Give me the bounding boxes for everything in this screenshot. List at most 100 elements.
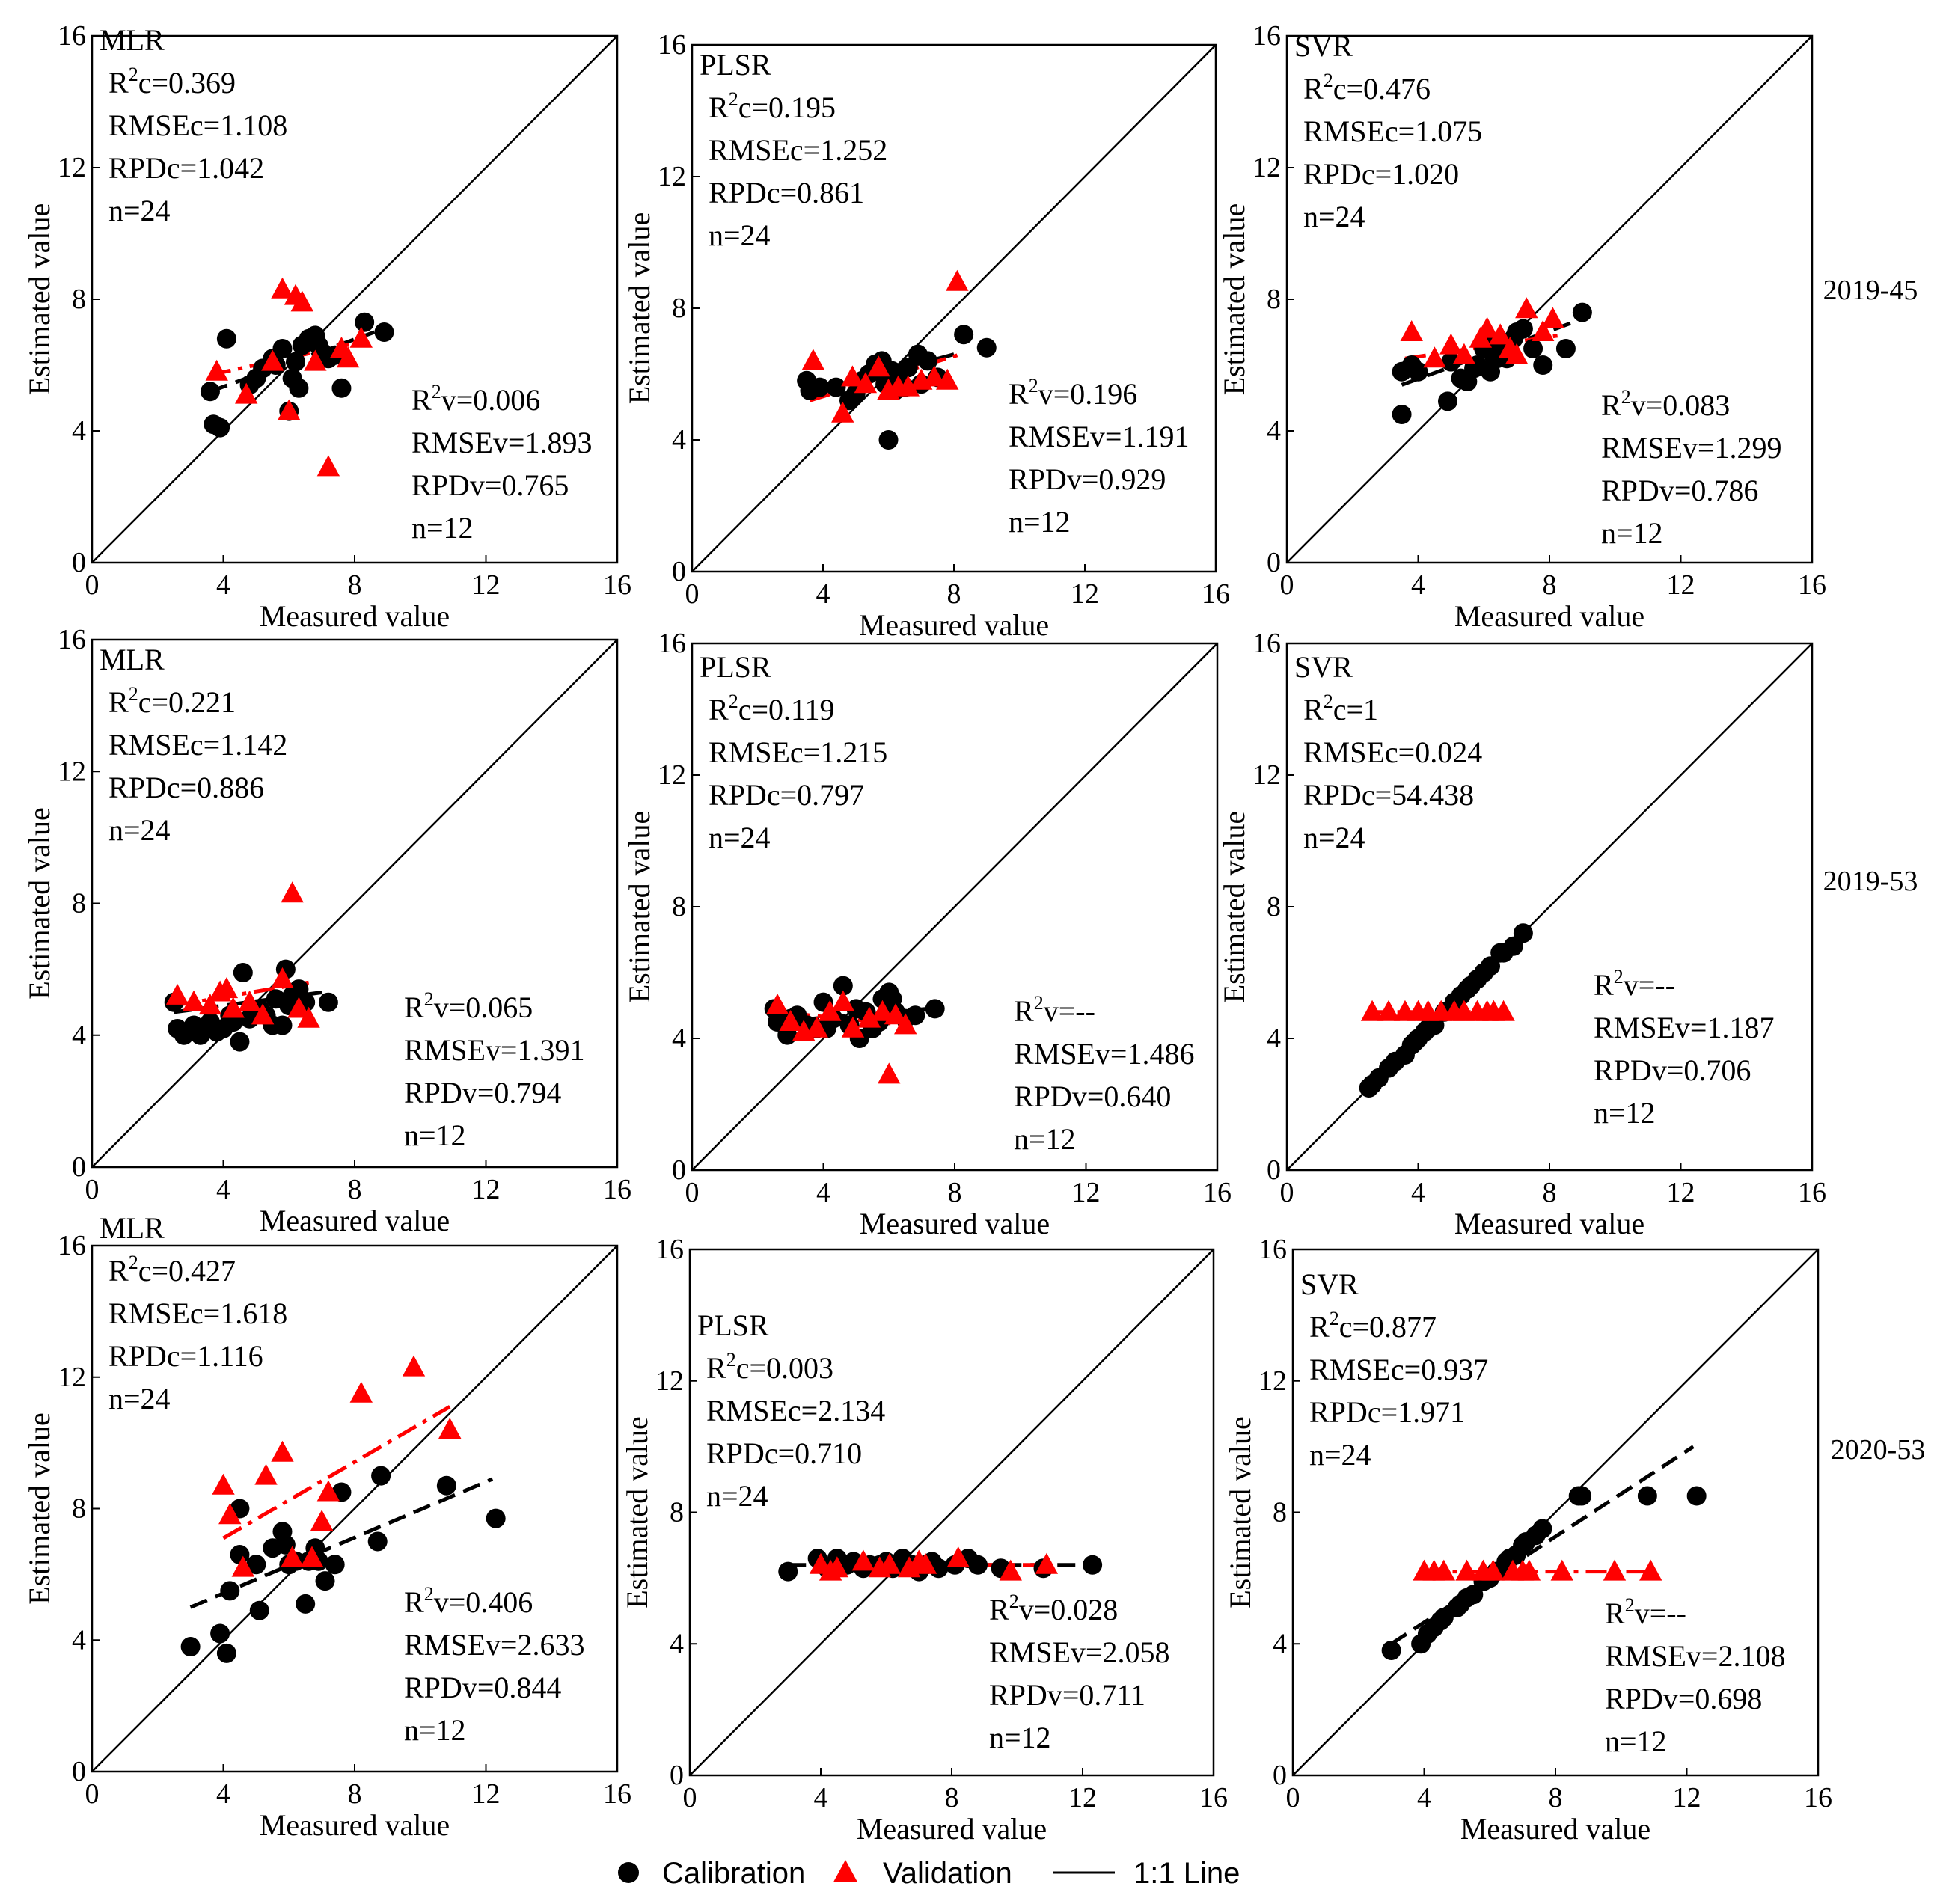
validation-point [1400, 320, 1423, 341]
validation-point [878, 1552, 902, 1574]
panel-p22: 00 4 4 8 8 12 12 16 16 Measured value Estimated va… [622, 628, 1232, 1240]
x-tick-label: 4 [216, 569, 230, 601]
x-tick-label: 8 [348, 1174, 362, 1205]
x-tick-label: 16 [1199, 1782, 1228, 1813]
x-tick-label: 0 [1280, 569, 1294, 601]
x-axis-label: Measured value [260, 1808, 450, 1842]
y-tick-label: 4 [72, 1624, 86, 1656]
calibration-point [249, 1600, 269, 1620]
calibration-point [976, 337, 997, 358]
rpdv-stat: RPDv=0.786 [1601, 474, 1758, 507]
calibration-point [826, 377, 846, 397]
model-name: MLR [100, 23, 165, 57]
y-tick-label: 12 [658, 759, 686, 791]
rpdc-stat: RPDc=0.861 [709, 176, 864, 209]
rpdc-stat: RPDc=0.797 [709, 778, 864, 812]
legend-calibration-label: Calibration [662, 1857, 805, 1890]
calibration-point [1457, 1588, 1477, 1608]
model-name: MLR [100, 1211, 165, 1245]
nv-stat: n=12 [1009, 505, 1071, 539]
validation-point [923, 365, 946, 387]
r2v-stat: R2v=0.083 [1601, 386, 1730, 422]
calibration-point [296, 1594, 316, 1614]
calibration-point [246, 1555, 266, 1575]
x-axis-label: Measured value [1454, 1207, 1644, 1240]
validation-point [841, 1016, 865, 1038]
validation-point [1517, 1559, 1541, 1581]
validation-point [841, 365, 864, 387]
calibration-point [1523, 339, 1543, 358]
y-tick-label: 0 [672, 1154, 686, 1186]
calibration-point [233, 963, 253, 983]
r2c-stat: R2c=0.427 [108, 1252, 236, 1288]
x-tick-label: 0 [685, 578, 700, 610]
calibration-point [1513, 923, 1533, 943]
y-tick-label: 8 [72, 284, 86, 315]
validation-point [884, 1003, 908, 1025]
validation-point [1475, 316, 1499, 338]
y-tick-label: 0 [1267, 547, 1281, 578]
y-tick-label: 8 [1267, 891, 1281, 922]
y-tick-label: 8 [72, 1493, 86, 1525]
x-tick-label: 12 [1667, 1177, 1695, 1208]
model-name: PLSR [700, 48, 771, 82]
y-tick-label: 4 [1267, 415, 1281, 447]
model-name: SVR [1294, 29, 1353, 63]
x-axis-label: Measured value [860, 1207, 1050, 1240]
validation-point [1488, 323, 1512, 345]
rpdv-stat: RPDv=0.765 [411, 468, 569, 502]
y-tick-label: 0 [1267, 1154, 1281, 1186]
validation-point [851, 1549, 875, 1571]
rpdc-stat: RPDc=54.438 [1303, 778, 1474, 812]
validation-point [1423, 346, 1446, 368]
calibration-point [318, 992, 338, 1012]
calibration-point [882, 989, 902, 1009]
rpdv-stat: RPDv=0.698 [1605, 1682, 1762, 1715]
validation-point [254, 1463, 278, 1485]
y-tick-label: 4 [1267, 1023, 1281, 1054]
validation-point [1550, 1559, 1573, 1581]
calibration-point [289, 378, 309, 398]
validation-point [251, 1003, 275, 1025]
nv-stat: n=12 [411, 511, 474, 545]
x-tick-label: 12 [1072, 1177, 1101, 1208]
validation-point [402, 1355, 426, 1377]
validation-point [198, 994, 222, 1015]
calibration-point [1686, 1486, 1707, 1506]
panel-p13: 00 4 4 8 8 12 12 16 16 Measured value Estimated va… [1217, 20, 1826, 633]
r2c-stat: R2c=0.003 [706, 1349, 833, 1385]
x-tick-label: 16 [1798, 1177, 1826, 1208]
rpdc-stat: RPDc=1.971 [1309, 1395, 1465, 1429]
validation-point [1035, 1552, 1059, 1574]
y-tick-label: 4 [1273, 1628, 1287, 1659]
rpdc-stat: RPDc=1.042 [108, 151, 264, 185]
y-tick-label: 16 [1252, 20, 1281, 52]
y-tick-label: 8 [72, 888, 86, 919]
calibration-point [367, 1531, 388, 1552]
calibration-point [1637, 1486, 1657, 1506]
validation-point [1360, 1000, 1384, 1021]
validation-fit-line [222, 1405, 451, 1540]
validation-point [1481, 1559, 1505, 1581]
nc-stat: n=24 [1309, 1438, 1371, 1472]
calibration-point [200, 382, 220, 402]
x-tick-label: 16 [1203, 1177, 1232, 1208]
validation-point [165, 983, 189, 1005]
calibration-point [1418, 1018, 1438, 1038]
calibration-point [1507, 322, 1527, 342]
validation-point [290, 290, 313, 312]
y-tick-label: 8 [672, 293, 686, 324]
validation-point [914, 1552, 937, 1574]
calibration-point [1437, 391, 1457, 411]
validation-point [304, 349, 327, 371]
rmsec-stat: RMSEc=1.618 [108, 1297, 287, 1330]
legend-validation-marker [833, 1860, 858, 1882]
calibration-point [1392, 405, 1412, 424]
x-tick-label: 0 [85, 1778, 100, 1810]
r2c-stat: R2c=0.877 [1309, 1308, 1437, 1344]
r2v-stat: R2v=0.065 [404, 988, 533, 1024]
y-tick-label: 8 [670, 1497, 684, 1528]
calibration-point [1572, 302, 1592, 322]
nc-stat: n=24 [706, 1479, 768, 1513]
y-tick-label: 16 [58, 20, 86, 52]
